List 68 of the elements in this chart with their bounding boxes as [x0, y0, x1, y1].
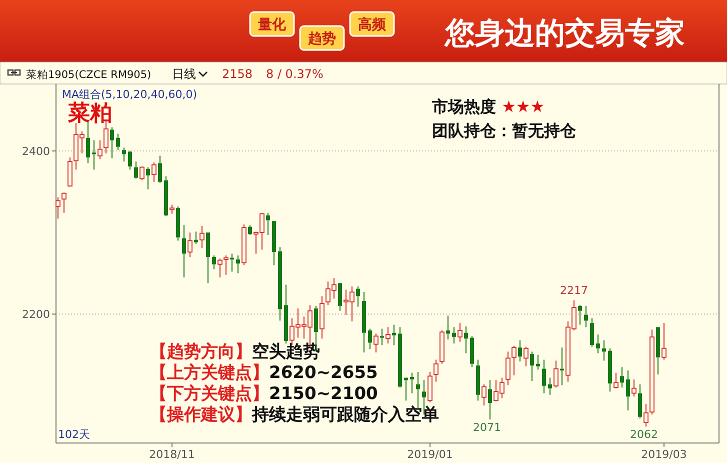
candlestick [116, 133, 120, 151]
candlestick [458, 322, 462, 342]
x-tick-label: 2019/03 [641, 448, 687, 461]
candlestick [356, 286, 360, 308]
text: 高频 [358, 16, 387, 33]
candlestick [386, 326, 390, 344]
candlestick [560, 347, 564, 386]
annotation: 102天 [58, 428, 90, 441]
candlestick [548, 377, 552, 396]
candlestick [530, 351, 534, 382]
annotation: 2062 [630, 428, 658, 441]
annotation: 团队持仓：暂无持仓 [432, 121, 577, 140]
annotation: MA组合(5,10,20,40,60,0) [62, 88, 198, 101]
candlestick [542, 359, 546, 394]
text: 2158 [222, 67, 253, 81]
candlestick [596, 334, 600, 354]
x-tick-label: 2019/01 [407, 448, 453, 461]
candlestick [626, 370, 630, 411]
candlestick [320, 296, 324, 340]
annotation: 2071 [473, 421, 501, 434]
chart-subtitle: 菜粕1905(CZCE RM905) [26, 68, 152, 81]
candlestick [452, 326, 456, 344]
text: 您身边的交易专家 [444, 16, 685, 51]
candlestick [464, 326, 468, 354]
candlestick [584, 305, 588, 328]
candlestick [230, 253, 234, 272]
candlestick [278, 246, 282, 322]
candlestick [536, 354, 540, 370]
candlestick [86, 121, 90, 164]
candlestick [188, 232, 192, 258]
y-tick-label: 2200 [22, 308, 50, 322]
candlestick [284, 284, 288, 344]
candlestick [182, 224, 186, 278]
candlestick [632, 378, 636, 397]
text: 趋势 [307, 31, 336, 47]
candlestick [620, 366, 624, 388]
candlestick [608, 348, 612, 392]
candlestick [380, 328, 384, 346]
annotation: 市场热度 ★★★ [431, 97, 545, 116]
candlestick [248, 224, 252, 236]
annotation: 【操作建议】持续走弱可跟随介入空单 [150, 405, 439, 425]
candlestick [122, 147, 126, 162]
candlestick [488, 380, 492, 420]
candlestick [476, 359, 480, 402]
annotation: 【上方关键点】2620~2655 [150, 363, 378, 383]
text: 量化 [257, 17, 287, 33]
candlestick [398, 326, 402, 388]
candlestick [146, 166, 150, 190]
text: 菜粕 [67, 101, 112, 126]
text: 8 / 0.37% [266, 67, 324, 81]
candlestick [362, 292, 366, 353]
candlestick [578, 304, 582, 326]
candlestick [236, 254, 240, 274]
candlestick [110, 126, 114, 159]
candlestick [410, 372, 414, 394]
candlestick [518, 340, 522, 362]
candlestick [266, 212, 270, 236]
candlestick [98, 140, 102, 160]
candlestick [392, 324, 396, 346]
annotation: 2217 [560, 284, 588, 298]
candlestick [92, 140, 96, 170]
candlestick [446, 315, 450, 340]
x-tick-label: 2018/11 [149, 448, 195, 461]
annotation: 【下方关键点】2150~2100 [150, 384, 378, 404]
y-tick-label: 2400 [22, 144, 50, 158]
text: 日线 [172, 67, 196, 81]
candlestick [200, 225, 204, 248]
candlestick [602, 340, 606, 362]
